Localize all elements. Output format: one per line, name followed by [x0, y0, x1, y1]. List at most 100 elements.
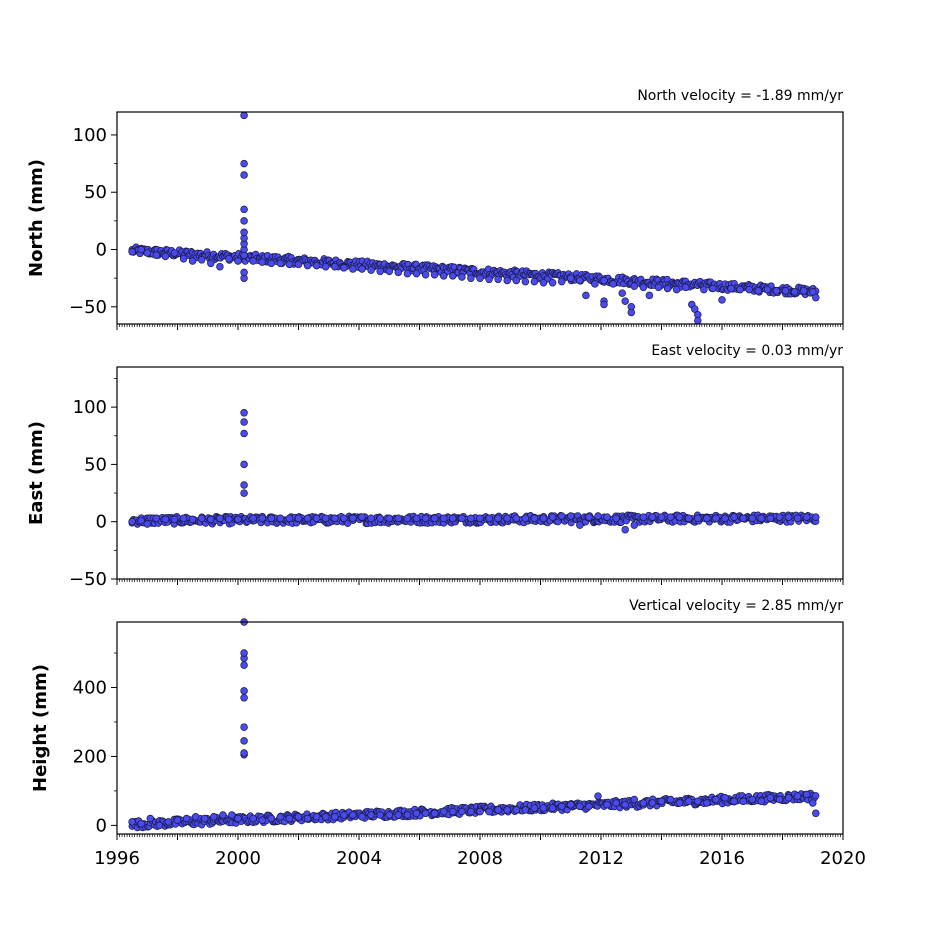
data-point [367, 514, 375, 523]
data-point [161, 252, 170, 261]
data-point [600, 276, 608, 285]
data-point [757, 514, 766, 523]
data-point [182, 814, 191, 823]
data-point [240, 687, 248, 695]
data-point [657, 513, 666, 521]
panel-north: North velocity = -1.89 mm/yr North (mm) … [26, 88, 844, 330]
data-point [736, 285, 744, 294]
data-point [494, 514, 502, 523]
data-point [691, 305, 699, 313]
data-point [294, 813, 303, 821]
data-point [630, 795, 639, 804]
data-point [331, 813, 339, 821]
plot-frame [116, 366, 844, 580]
data-point [225, 254, 233, 263]
data-point [258, 514, 266, 523]
data-point [772, 287, 781, 295]
data-point [739, 514, 747, 523]
data-point [340, 811, 348, 819]
data-point [630, 282, 639, 290]
data-point [258, 258, 266, 266]
data-point [748, 514, 757, 523]
data-point [458, 273, 466, 281]
data-point [210, 813, 218, 821]
data-point [207, 515, 215, 524]
data-point [188, 515, 197, 524]
data-point [467, 514, 475, 523]
data-point [394, 811, 403, 819]
data-point [421, 270, 430, 279]
y-axis-label: North (mm) [26, 159, 47, 277]
data-point [748, 795, 757, 804]
data-point [530, 514, 539, 523]
data-point [240, 217, 248, 225]
data-point [539, 804, 548, 812]
data-point [521, 277, 530, 286]
data-point [567, 512, 575, 520]
data-point [585, 802, 593, 811]
data-point [216, 262, 224, 271]
data-point [790, 288, 799, 296]
data-point [349, 514, 357, 523]
data-point [730, 797, 738, 806]
data-point [530, 277, 539, 286]
data-point [512, 806, 521, 814]
data-point [294, 514, 303, 523]
data-point [648, 513, 657, 521]
data-point [684, 797, 693, 806]
data-point [197, 514, 206, 523]
data-point [285, 514, 294, 523]
y-tick-label: 50 [84, 454, 107, 475]
data-point [812, 293, 820, 302]
data-point [340, 264, 348, 272]
data-point [240, 460, 248, 469]
data-point [394, 514, 403, 523]
y-tick-label: 100 [73, 397, 107, 418]
data-point [179, 514, 188, 523]
data-point [234, 257, 242, 265]
data-point [173, 816, 182, 824]
data-point [249, 514, 257, 523]
data-point [657, 797, 666, 806]
data-point [385, 811, 394, 819]
data-point [152, 514, 161, 523]
data-point [576, 276, 584, 285]
data-point [276, 813, 285, 821]
data-point [476, 807, 484, 816]
data-point [376, 267, 384, 276]
data-point [358, 513, 366, 521]
data-point [267, 814, 276, 823]
data-point [591, 280, 599, 288]
x-tick-label: 2016 [699, 848, 745, 869]
data-point [539, 278, 548, 287]
data-point [630, 521, 639, 529]
data-point [458, 514, 466, 523]
data-point [137, 819, 145, 828]
data-point [240, 409, 248, 417]
data-point [812, 792, 820, 800]
data-point [712, 795, 720, 804]
x-tick-label: 2012 [578, 848, 624, 869]
data-point [530, 804, 539, 812]
data-point [439, 514, 448, 523]
data-point [128, 248, 136, 256]
data-point [240, 159, 248, 168]
data-point [240, 171, 248, 179]
panel-east: East velocity = 0.03 mm/yr East (mm) 100… [26, 343, 844, 590]
data-point [763, 285, 772, 294]
data-point [412, 514, 421, 523]
panel-title: East velocity = 0.03 mm/yr [651, 343, 843, 359]
data-point [576, 521, 584, 529]
x-tick-label: 1996 [94, 848, 140, 869]
data-point [627, 308, 636, 317]
data-point [234, 814, 242, 823]
data-point [276, 259, 285, 268]
x-tick-label: 2000 [215, 848, 261, 869]
data-points [128, 111, 820, 324]
data-point [548, 513, 557, 521]
data-point [621, 800, 629, 809]
data-point [430, 514, 439, 523]
data-point [349, 265, 357, 273]
data-point [539, 514, 548, 523]
